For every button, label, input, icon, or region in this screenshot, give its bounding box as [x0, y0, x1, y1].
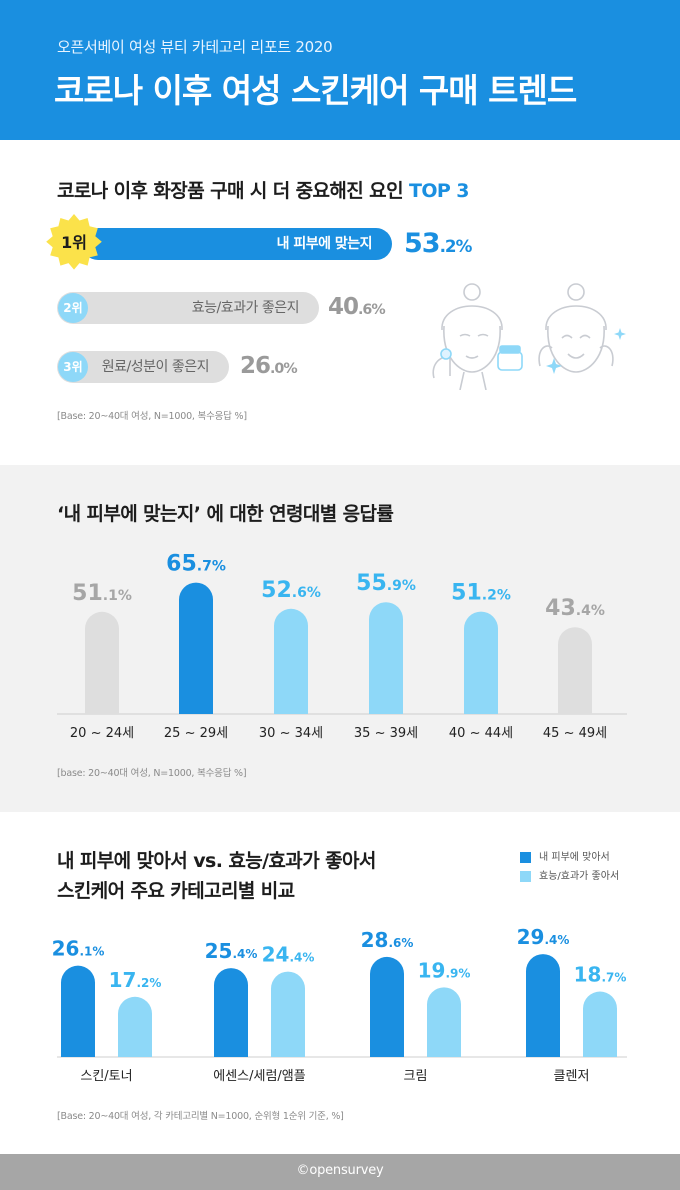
- tick-label-2: 30 ~ 34세: [259, 726, 323, 741]
- age-base-note: [base: 20~40대 여성, N=1000, 복수응답 %]: [57, 768, 247, 779]
- bar-1-0: [214, 968, 248, 1057]
- age-bar-chart: 51.1% 20 ~ 24세 65.7% 25 ~ 29세 52.6% 30 ~ 34세 5…: [57, 552, 627, 741]
- sparkle-icon: [614, 328, 626, 340]
- tick-label-3: 클렌저: [554, 1069, 590, 1084]
- rank2-badge: 2위: [58, 293, 88, 323]
- woman-smile-icon: [538, 283, 614, 373]
- value-label-1: 65.7%: [166, 552, 226, 577]
- value-label-5: 43.4%: [545, 596, 605, 621]
- rank1-bar: 내 피부에 맞는지: [82, 228, 392, 260]
- legend-item-fit: 내 피부에 맞아서: [520, 848, 610, 863]
- bar-3-1: [583, 991, 617, 1057]
- value-label-3-1: 18.7%: [574, 963, 627, 987]
- tick-label-0: 20 ~ 24세: [70, 726, 134, 741]
- rank3-badge: 3위: [58, 352, 88, 382]
- report-subtitle: 오픈서베이 여성 뷰티 카테고리 리포트 2020: [57, 38, 333, 56]
- bar-2: [274, 608, 308, 714]
- tick-label-1: 에센스/세럼/앰플: [213, 1069, 306, 1084]
- category-title-line2: 스킨케어 주요 카테고리별 비교: [57, 880, 295, 902]
- age-section: ‘내 피부에 맞는지’ 에 대한 연령대별 응답률 51.1% 20 ~ 24세 6…: [0, 465, 680, 812]
- value-label-4: 51.2%: [451, 581, 511, 606]
- value-label-3-0: 29.4%: [517, 925, 570, 949]
- tick-label-0: 스킨/토너: [80, 1069, 132, 1084]
- tick-label-2: 크림: [404, 1069, 428, 1084]
- category-title-line1: 내 피부에 맞아서 vs. 효능/효과가 좋아서: [57, 850, 376, 872]
- value-label-3: 55.9%: [356, 571, 416, 596]
- tick-label-1: 25 ~ 29세: [164, 726, 228, 741]
- category-base-note: [Base: 20~40대 여성, 각 카테고리별 N=1000, 순위형 1순…: [57, 1111, 344, 1122]
- tick-label-4: 40 ~ 44세: [449, 726, 513, 741]
- header-banner: 오픈서베이 여성 뷰티 카테고리 리포트 2020 코로나 이후 여성 스킨케어…: [0, 0, 680, 140]
- skincare-illustration: [432, 283, 626, 390]
- value-label-0-0: 26.1%: [52, 937, 105, 961]
- value-label-2: 52.6%: [261, 578, 321, 603]
- category-section: 내 피부에 맞아서 vs. 효능/효과가 좋아서 스킨케어 주요 카테고리별 비…: [0, 812, 680, 1154]
- bar-4: [464, 611, 498, 714]
- value-label-2-1: 19.9%: [418, 958, 471, 982]
- legend-label-effect: 효능/효과가 좋아서: [539, 871, 620, 882]
- value-label-0-1: 17.2%: [109, 968, 162, 992]
- brand-name: opensurvey: [309, 1163, 384, 1178]
- legend-swatch-fit: [520, 851, 531, 863]
- bar-0-0: [61, 965, 95, 1057]
- value-label-1-0: 25.4%: [205, 939, 258, 963]
- category-title: 내 피부에 맞아서 vs. 효능/효과가 좋아서 스킨케어 주요 카테고리별 비…: [57, 846, 376, 906]
- top3-title: 코로나 이후 화장품 구매 시 더 중요해진 요인 TOP 3: [57, 180, 469, 202]
- bar-0: [85, 611, 119, 714]
- brand-logo: ©opensurvey: [0, 1163, 680, 1178]
- top3-base-note: [Base: 20~40대 여성, N=1000, 복수응답 %]: [57, 411, 247, 422]
- legend-label-fit: 내 피부에 맞아서: [539, 852, 610, 863]
- legend-swatch-effect: [520, 870, 531, 882]
- rank2-bar: 효능/효과가 좋은지: [57, 292, 319, 324]
- bar-1: [179, 582, 213, 714]
- value-label-2-0: 28.6%: [361, 928, 414, 952]
- value-label-0: 51.1%: [72, 581, 132, 606]
- woman-cream-icon: [432, 283, 523, 390]
- sparkle-icon: [546, 358, 562, 374]
- report-title: 코로나 이후 여성 스킨케어 구매 트렌드: [54, 71, 577, 110]
- footer: ©opensurvey: [0, 1154, 680, 1190]
- copyright-icon: ©: [296, 1163, 310, 1178]
- bar-2-1: [427, 987, 461, 1057]
- rank1-text: 1위: [61, 233, 87, 252]
- bar-1-1: [271, 971, 305, 1057]
- rank2-value: 40.6%: [328, 294, 386, 320]
- tick-label-3: 35 ~ 39세: [354, 726, 418, 741]
- bar-5: [558, 627, 592, 714]
- age-title: ‘내 피부에 맞는지’ 에 대한 연령대별 응답률: [57, 503, 394, 525]
- bar-2-0: [370, 956, 404, 1057]
- rank1-badge-icon: 1위: [46, 214, 102, 270]
- bar-3: [369, 602, 403, 714]
- rank1-label: 내 피부에 맞는지: [276, 236, 373, 252]
- rank2-label: 효능/효과가 좋은지: [191, 300, 300, 316]
- tick-label-5: 45 ~ 49세: [543, 726, 607, 741]
- rank3-label: 원료/성분이 좋은지: [101, 359, 210, 375]
- bar-0-1: [118, 996, 152, 1057]
- value-label-1-1: 24.4%: [262, 943, 315, 967]
- top3-section: 코로나 이후 화장품 구매 시 더 중요해진 요인 TOP 3 내 피부에 맞는…: [0, 140, 680, 465]
- rank1-value: 53.2%: [404, 228, 472, 259]
- bar-3-0: [526, 954, 560, 1057]
- rank3-value: 26.0%: [240, 353, 298, 379]
- legend-item-effect: 효능/효과가 좋아서: [520, 867, 619, 882]
